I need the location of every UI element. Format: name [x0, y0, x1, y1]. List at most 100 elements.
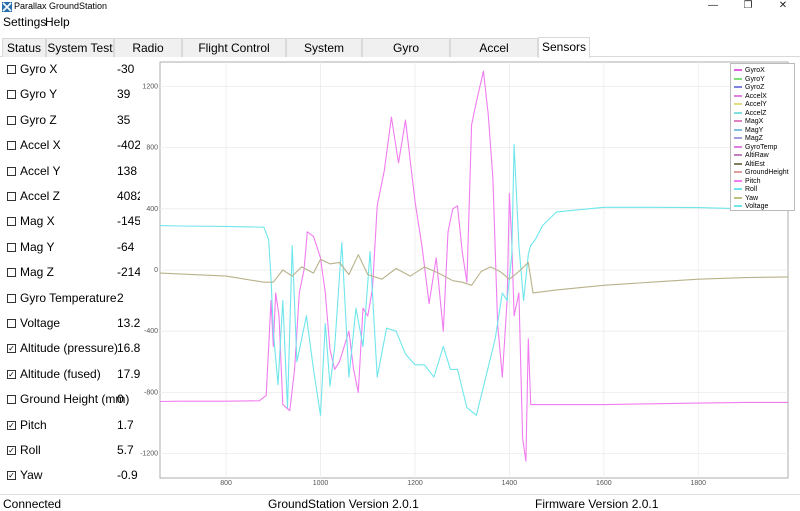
legend-label: GyroTemp [745, 143, 778, 151]
sensor-checkbox[interactable] [7, 242, 16, 252]
legend-swatch [734, 171, 742, 174]
tab-flight-control-setup[interactable]: Flight Control Setup [182, 38, 286, 73]
menu-help[interactable]: Help [45, 15, 70, 29]
legend-swatch [734, 205, 742, 208]
close-icon[interactable]: ✕ [778, 0, 788, 11]
sensor-checkbox[interactable]: ✓ [7, 369, 16, 379]
legend-swatch [734, 86, 742, 89]
legend-swatch [734, 94, 742, 97]
sensor-value: 39 [117, 87, 131, 102]
legend-swatch [734, 154, 742, 157]
sensor-row: Accel X -402 [0, 135, 150, 155]
sensor-checkbox[interactable] [7, 268, 16, 278]
menu-settings[interactable]: Settings [3, 15, 47, 29]
sensor-row: Gyro X -30 [0, 59, 150, 79]
sensor-value: -30 [117, 62, 135, 76]
sensor-checkbox[interactable]: ✓ [7, 420, 16, 430]
sensor-value: 5.7 [117, 443, 134, 457]
legend-item[interactable]: Yaw [734, 194, 758, 203]
legend-item[interactable]: GyroX [734, 66, 765, 75]
sensor-checkbox[interactable] [7, 293, 16, 303]
sensor-checkbox[interactable] [7, 141, 16, 151]
minimize-icon[interactable]: — [708, 0, 718, 11]
sensor-checkbox[interactable]: ✓ [7, 344, 16, 354]
legend-item[interactable]: MagY [734, 126, 763, 135]
sensor-checkbox[interactable] [7, 90, 16, 100]
legend-label: Yaw [745, 194, 759, 202]
sensor-checkbox[interactable] [7, 166, 16, 176]
sensor-label: Yaw [20, 468, 43, 483]
legend-label: GyroZ [745, 84, 765, 91]
tab-radio-setup[interactable]: Radio Setup [114, 38, 182, 73]
legend-swatch [734, 128, 742, 131]
sensor-label: Roll [20, 443, 41, 457]
sensor-checkbox[interactable] [7, 192, 16, 201]
legend-item[interactable]: MagZ [734, 134, 763, 143]
sensor-row: Gyro Z 35 [0, 110, 150, 130]
sensor-row: Mag Y -64 [0, 237, 150, 257]
y-tick-label: -400 [144, 328, 158, 335]
tab-sensors[interactable]: Sensors [538, 37, 590, 58]
legend-label: GyroY [745, 75, 765, 83]
sensor-list: Gyro X -30 Gyro Y 39 Gyro Z 35 Accel X -402 Acce… [0, 57, 150, 487]
legend-item[interactable]: AccelZ [734, 109, 766, 118]
legend-item[interactable]: GyroY [734, 75, 765, 84]
tab-gyro-calibration[interactable]: Gyro Calibration [362, 38, 450, 73]
legend-swatch [734, 103, 742, 106]
legend-item[interactable]: AccelY [734, 100, 767, 109]
legend-swatch [734, 162, 742, 165]
firmware-version: Firmware Version 2.0.1 [535, 497, 659, 511]
legend-label: MagX [745, 118, 764, 125]
sensor-row: Accel Y 138 [0, 161, 150, 181]
sensor-row: ✓ Roll 5.7 [0, 440, 150, 460]
tab-system-setup[interactable]: System Setup [286, 38, 362, 73]
legend-item[interactable]: MagX [734, 117, 763, 126]
legend-item[interactable]: Pitch [734, 177, 761, 186]
legend-swatch [734, 137, 742, 140]
sensor-checkbox[interactable]: ✓ [7, 471, 16, 481]
sensor-label: Altitude (fused) [20, 366, 101, 381]
legend-item[interactable]: Voltage [734, 202, 768, 211]
legend-item[interactable]: Roll [734, 185, 757, 194]
sensor-checkbox[interactable] [7, 319, 16, 328]
legend-label: AltiRaw [745, 152, 769, 159]
legend-swatch [734, 196, 742, 199]
sensor-value: -0.9 [117, 468, 138, 483]
sensor-checkbox[interactable] [7, 217, 16, 227]
y-tick-label: -1200 [140, 451, 158, 458]
legend-label: AltiEst [745, 160, 765, 168]
legend-item[interactable]: AltiRaw [734, 151, 769, 160]
sensor-checkbox[interactable] [7, 65, 16, 74]
legend-label: AccelZ [745, 109, 767, 117]
legend-label: AccelY [745, 101, 767, 108]
sensor-row: Ground Height (mm) 0 [0, 389, 150, 409]
sensor-row: Gyro Temperature 2 [0, 288, 150, 308]
tab-bar: Status System Test Radio Setup Flight Co… [0, 37, 800, 73]
legend-item[interactable]: AccelX [734, 92, 767, 101]
tab-status[interactable]: Status [2, 38, 46, 57]
legend-item[interactable]: GyroZ [734, 83, 764, 92]
status-bar: Connected GroundStation Version 2.0.1 Fi… [0, 494, 800, 511]
sensor-value: 17.9 [117, 366, 141, 381]
sensor-value: 13.20 [117, 316, 148, 330]
legend-item[interactable]: GroundHeight [734, 168, 789, 177]
legend-item[interactable]: AltiEst [734, 160, 765, 169]
y-tick-label: -800 [144, 389, 158, 396]
sensor-checkbox[interactable]: ✓ [7, 446, 16, 455]
y-tick-label: 1200 [142, 83, 158, 90]
y-tick-label: 0 [154, 267, 158, 274]
tab-accel-calibration[interactable]: Accel Calibration [450, 38, 538, 73]
legend-item[interactable]: GyroTemp [734, 143, 777, 152]
sensor-label: Voltage [20, 316, 61, 330]
sensor-checkbox[interactable] [7, 395, 16, 405]
x-tick-label: 1600 [596, 480, 612, 487]
sensor-checkbox[interactable] [7, 115, 16, 125]
maximize-icon[interactable]: ❐ [743, 0, 753, 11]
series-line-pitch [159, 70, 788, 462]
window-title: Parallax GroundStation [14, 1, 108, 11]
legend-label: AccelX [745, 92, 767, 100]
sensor-label: Gyro X [20, 62, 58, 76]
tab-system-test[interactable]: System Test [46, 38, 114, 57]
legend-swatch [734, 69, 742, 72]
x-tick-label: 800 [220, 480, 232, 487]
